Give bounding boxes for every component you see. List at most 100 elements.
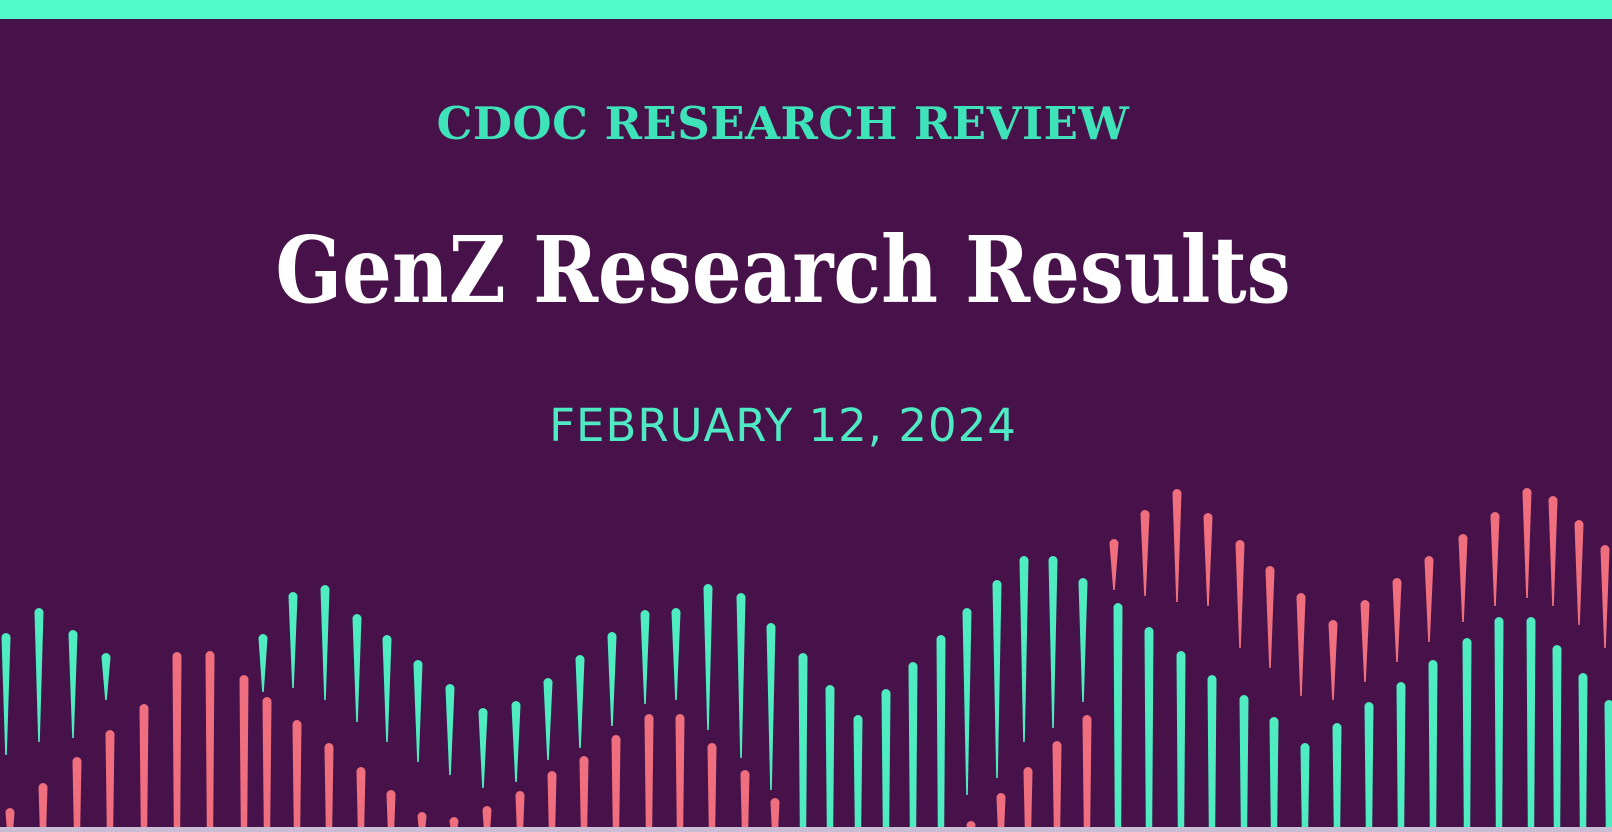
wave-bar [611, 735, 621, 829]
wave-bar [352, 614, 362, 722]
wave-bar [1604, 700, 1612, 829]
wave-bar [644, 714, 654, 829]
wave-bar [1082, 715, 1092, 829]
wave-bar [798, 653, 808, 829]
wave-bar [1396, 682, 1406, 829]
wave-bar [413, 660, 423, 762]
wave-bar [1328, 620, 1338, 700]
wave-bar [382, 635, 392, 742]
wave-bar [515, 791, 525, 829]
wave-bar [105, 730, 115, 829]
wave-bar [1052, 741, 1062, 829]
wave-bar [1424, 556, 1434, 642]
wave-bar [1113, 603, 1123, 829]
wave-bar [853, 715, 863, 829]
wave-bar [1548, 496, 1558, 606]
wave-bar [101, 653, 111, 700]
wave-bar [68, 630, 78, 738]
wave-bar [1364, 702, 1374, 829]
wave-bar [511, 701, 521, 782]
slide-title: GenZ Research Results [275, 216, 1291, 324]
wave-bar [766, 623, 776, 790]
wave-bar [1600, 545, 1610, 648]
wave-bar [239, 675, 249, 829]
wave-bar [320, 585, 330, 700]
wave-bar [1428, 660, 1438, 829]
wave-bar [445, 684, 455, 775]
wave-bar [1300, 743, 1310, 829]
wave-bar [1239, 695, 1249, 829]
wave-bar [703, 584, 713, 730]
wave-bar [38, 783, 48, 829]
wave-bar [1522, 488, 1532, 598]
wave-bar [1269, 717, 1279, 829]
wave-bar [205, 651, 215, 829]
wave-bar [1023, 767, 1033, 829]
bottom-strip [0, 827, 1612, 832]
wave-bar [324, 743, 334, 829]
wave-bar [1172, 489, 1182, 602]
eyebrow-label: CDOC RESEARCH REVIEW [436, 97, 1130, 150]
wave-bar [1078, 578, 1088, 702]
wave-bar [72, 757, 82, 829]
wave-bar [640, 610, 650, 704]
wave-bar [992, 580, 1002, 778]
wave-bar [262, 697, 272, 829]
wave-bar [172, 652, 182, 829]
wave-bar [707, 743, 717, 829]
wave-bar [356, 767, 366, 829]
wave-bar [740, 770, 750, 829]
wave-bar [1490, 512, 1500, 606]
wave-bar [1458, 534, 1468, 622]
wave-bar [1176, 651, 1186, 829]
wave-bar [1296, 593, 1306, 696]
wave-bar [1578, 673, 1588, 829]
wave-bar [139, 704, 149, 829]
wave-bar [770, 798, 780, 829]
wave-bar [1392, 578, 1402, 662]
wave-bar [825, 685, 835, 829]
wave-bar [1494, 617, 1504, 829]
wave-bar [1360, 600, 1370, 682]
wave-bar [1203, 513, 1213, 606]
wave-bar [1552, 645, 1562, 829]
wave-bar [1332, 723, 1342, 829]
wave-bar [1, 633, 11, 755]
wave-bar [1265, 566, 1275, 668]
wave-bar [1019, 556, 1029, 742]
wave-bar [575, 655, 585, 748]
wave-bar [258, 634, 268, 692]
wave-bar [449, 817, 459, 829]
wave-bar [5, 808, 15, 829]
wave-bar [1144, 627, 1154, 829]
wave-bar [908, 662, 918, 829]
top-accent-bar [0, 0, 1612, 19]
wave-bar [543, 678, 553, 760]
wave-bar [288, 592, 298, 688]
wave-bar [1462, 638, 1472, 829]
wave-bar [478, 708, 488, 788]
wave-bar [881, 689, 891, 829]
wave-bar [962, 608, 972, 795]
wave-bar [936, 635, 946, 829]
wave-bar [1574, 520, 1584, 625]
wave-bar [292, 720, 302, 829]
wave-bar [736, 593, 746, 758]
wave-bar [1526, 617, 1536, 829]
wave-bar [579, 756, 589, 829]
wave-bar [1235, 540, 1245, 648]
wave-bar [547, 771, 557, 829]
wave-bar [482, 806, 492, 829]
wave-bar [1207, 675, 1217, 829]
wave-bar [671, 608, 681, 700]
slide-date: FEBRUARY 12, 2024 [549, 399, 1017, 452]
wave-bar [34, 608, 44, 742]
wave-bar [607, 632, 617, 726]
wave-bar [1109, 539, 1119, 590]
wave-bar [386, 790, 396, 829]
wave-bar [1140, 510, 1150, 596]
wave-bar [675, 714, 685, 829]
wave-bar [1048, 556, 1058, 728]
wave-bar [417, 812, 427, 829]
